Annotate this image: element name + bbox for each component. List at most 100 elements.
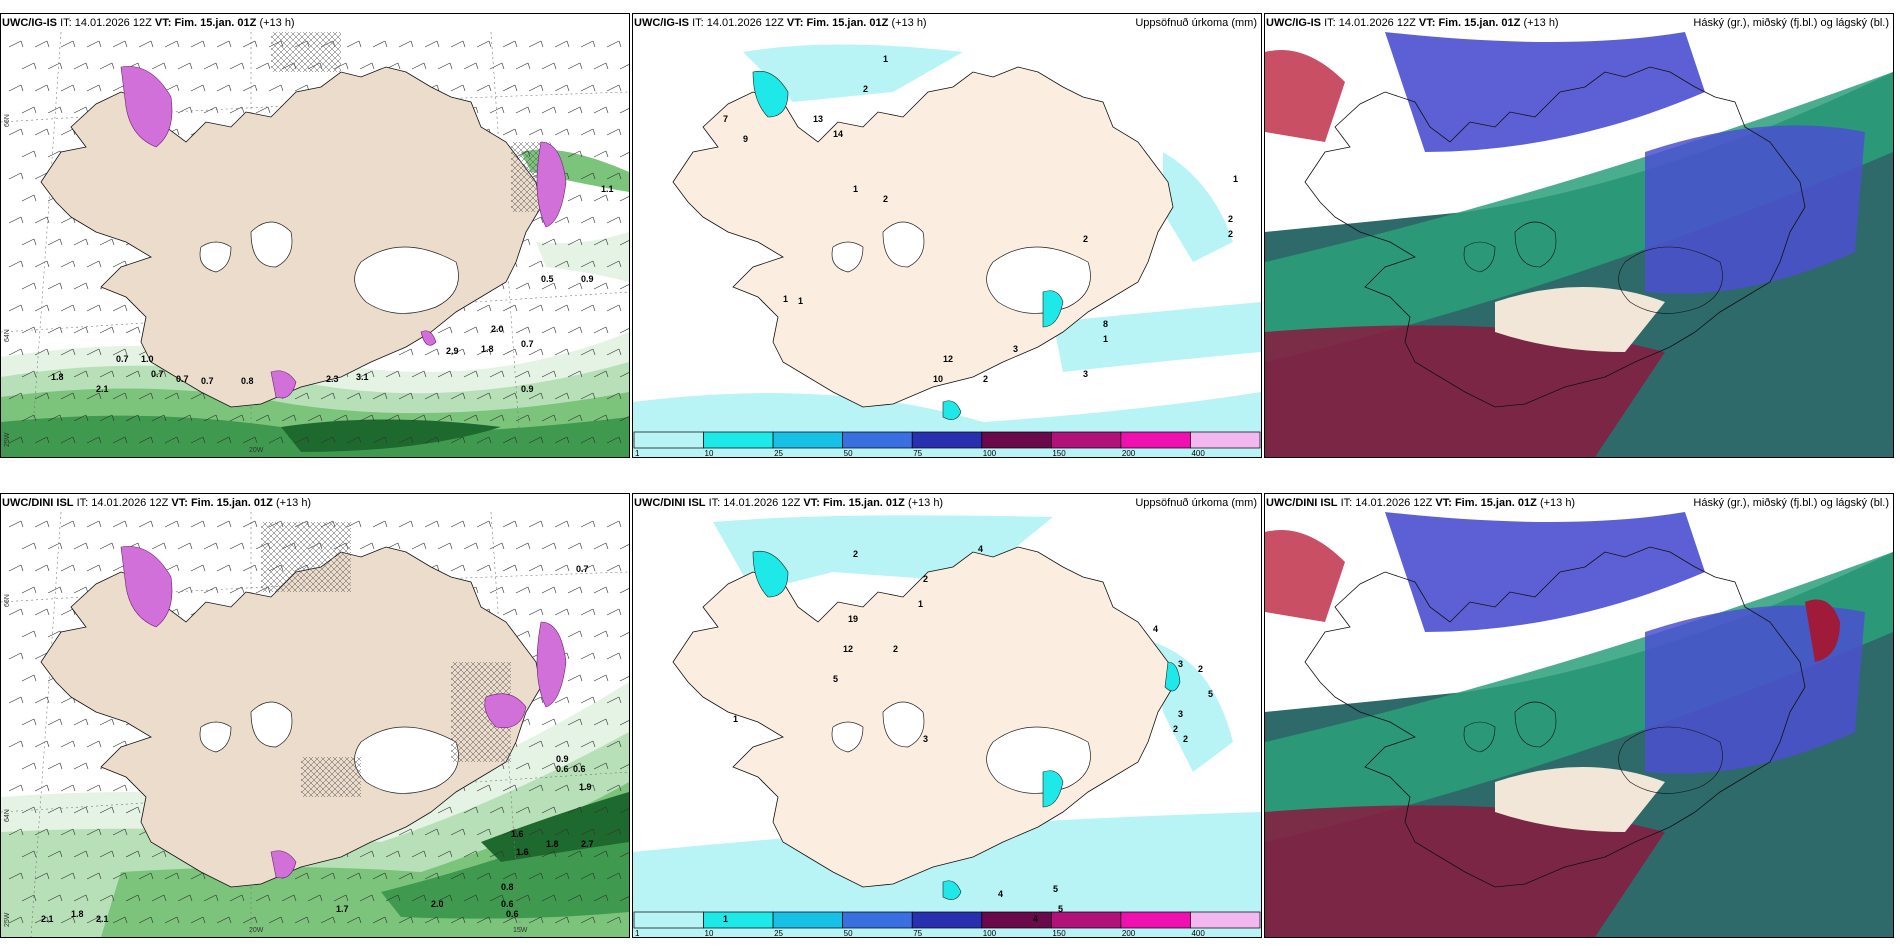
wind-value-label: 0.6 (556, 764, 569, 774)
precip-value-label: 14 (833, 129, 843, 139)
precip-value-label: 12 (843, 644, 853, 654)
wind-value-label: 0.9 (556, 754, 569, 764)
wind-value-label: 0.8 (241, 376, 254, 386)
legend-tick: 75 (913, 449, 922, 457)
precip-value-label: 2 (1228, 214, 1233, 224)
wind-value-label: 0.7 (176, 374, 189, 384)
precip-value-label: 3 (1013, 344, 1018, 354)
axis-label: 66N (4, 114, 11, 127)
legend-tick: 10 (705, 449, 714, 457)
wind-value-label: 0.9 (581, 274, 594, 284)
legend-swatch (1050, 431, 1122, 449)
wind-value-label: 0.7 (576, 564, 589, 574)
precip-value-label: 2 (1083, 234, 1088, 244)
legend-tick: 10 (705, 929, 714, 937)
wind-value-label: 1.8 (71, 909, 84, 919)
precip-value-label: 3 (1178, 659, 1183, 669)
wind-value-label: 0.7 (116, 354, 129, 364)
precip-value-label: 1 (783, 294, 788, 304)
legend-swatch (842, 431, 913, 449)
wind-value-label: 1.0 (141, 354, 154, 364)
precip-value-label: 5 (1208, 689, 1213, 699)
axis-label: 64N (4, 329, 11, 342)
wind-value-label: 0.6 (506, 909, 519, 919)
legend-tick: 25 (774, 449, 783, 457)
axis-label: 15W (513, 927, 528, 934)
precip-value-label: 4 (998, 889, 1003, 899)
precip-value-label: 5 (1058, 904, 1063, 914)
legend-swatch (911, 431, 983, 449)
precip-value-label: 1 (918, 599, 923, 609)
wind-value-label: 1.8 (51, 372, 64, 382)
axis-label: 20W (249, 927, 264, 934)
wind-value-label: 2.1 (41, 914, 54, 924)
wind-value-label: 0.6 (573, 764, 586, 774)
precip-value-label: 3 (1083, 369, 1088, 379)
precip-value-label: 7 (723, 114, 728, 124)
legend-tick: 50 (844, 449, 853, 457)
precip-legend: 1 10 25 50 75 100 150 200 400 (633, 911, 1261, 937)
precip-value-label: 10 (933, 374, 943, 384)
precip-value-label: 1 (798, 296, 803, 306)
legend-tick: 100 (983, 449, 997, 457)
legend-swatch (1190, 911, 1261, 929)
panel-header: UWC/DINI ISL IT: 14.01.2026 12Z VT: Fim.… (2, 497, 312, 509)
wind-value-label: 0.7 (201, 376, 214, 386)
legend-swatch (633, 911, 704, 929)
legend-tick: 1 (635, 929, 640, 937)
legend-swatch (703, 431, 774, 449)
precip-value-label: 9 (743, 134, 748, 144)
precip-value-label: 2 (883, 194, 888, 204)
precip-value-label: 13 (813, 114, 823, 124)
wind-value-label: 2.3 (326, 374, 339, 384)
legend-tick: 50 (844, 929, 853, 937)
precip-value-label: 2 (1198, 664, 1203, 674)
precip-legend: 1 10 25 50 75 100 150 200 400 (633, 431, 1261, 457)
precip-value-label: 4 (1153, 624, 1158, 634)
legend-swatch (842, 911, 913, 929)
precip-value-label: 2 (853, 549, 858, 559)
axis-label: 66N (4, 594, 11, 607)
panel-title: Háský (gr.), miðský (fj.bl.) og lágský (… (1693, 497, 1889, 509)
wind-value-label: 0.9 (521, 384, 534, 394)
wind-value-label: 2.1 (96, 914, 109, 924)
wind-value-label: 1.7 (336, 904, 349, 914)
wind-value-label: 1.6 (511, 829, 524, 839)
wind-value-label: 1.1 (601, 184, 614, 194)
legend-swatch (633, 431, 704, 449)
precip-value-label: 2 (983, 374, 988, 384)
legend-swatch (703, 911, 774, 929)
precip-value-label: 1 (733, 714, 738, 724)
precip-value-label: 4 (978, 544, 983, 554)
precip-value-label: 2 (1183, 734, 1188, 744)
panel-header: UWC/IG-IS IT: 14.01.2026 12Z VT: Fim. 15… (634, 17, 927, 29)
wind-map: 66N 64N 25W 20W 0.5 0.9 0.7 1.0 0.7 0.7 0.7 0.8 2.3 3… (1, 32, 629, 457)
wind-value-label: 2.0 (431, 899, 444, 909)
precip-value-label: 2 (863, 84, 868, 94)
precip-value-label: 1 (1103, 334, 1108, 344)
precip-value-label: 8 (1103, 319, 1108, 329)
panel-cloud-igis: UWC/IG-IS IT: 14.01.2026 12Z VT: Fim. 15… (1264, 13, 1894, 458)
legend-swatch (1120, 911, 1191, 929)
panel-header: UWC/IG-IS IT: 14.01.2026 12Z VT: Fim. 15… (1266, 17, 1559, 29)
precip-value-label: 19 (848, 614, 858, 624)
legend-tick: 25 (774, 929, 783, 937)
panel-precip-igis: UWC/IG-IS IT: 14.01.2026 12Z VT: Fim. 15… (632, 13, 1262, 458)
legend-swatch (911, 911, 983, 929)
axis-label: 20W (249, 447, 264, 454)
axis-label: 25W (4, 432, 11, 447)
legend-swatch (1120, 431, 1191, 449)
precip-value-label: 1 (883, 54, 888, 64)
legend-swatch (1190, 431, 1261, 449)
legend-swatch (981, 911, 1052, 929)
precip-value-label: 12 (943, 354, 953, 364)
precip-value-label: 1 (853, 184, 858, 194)
legend-swatch (981, 431, 1052, 449)
wind-value-label: 0.5 (541, 274, 554, 284)
wind-value-label: 2.1 (96, 384, 109, 394)
legend-swatch (772, 911, 844, 929)
precip-value-label: 1 (1233, 174, 1238, 184)
